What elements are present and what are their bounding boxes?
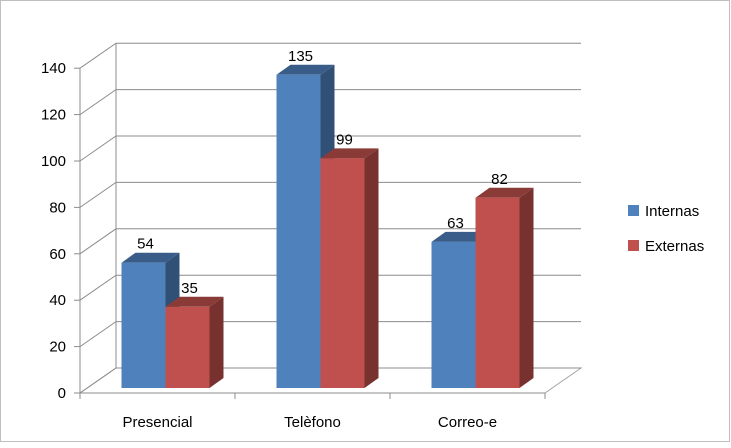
bar-side: [209, 296, 224, 388]
x-category-label: Presencial: [122, 414, 192, 431]
legend-label: Internas: [645, 203, 699, 220]
data-label: 99: [336, 131, 353, 148]
y-tick-label: 120: [41, 107, 66, 124]
bar: [475, 197, 520, 388]
bar: [121, 262, 166, 388]
y-tick-label: 60: [49, 246, 66, 263]
bar-top: [165, 296, 224, 307]
x-category-label: Correo-e: [438, 414, 497, 431]
y-tick-label: 80: [49, 199, 66, 216]
data-label: 35: [181, 280, 198, 297]
y-tick-label: 0: [58, 385, 66, 402]
bar: [165, 306, 210, 388]
bar-top: [431, 231, 490, 242]
data-label: 82: [491, 171, 508, 188]
bar-top: [276, 64, 335, 75]
bar: [276, 74, 321, 389]
y-tick-label: 40: [49, 292, 66, 309]
data-label: 135: [288, 48, 313, 65]
legend-swatch: [628, 240, 639, 251]
bar-side: [364, 148, 379, 388]
bar: [431, 241, 476, 388]
y-tick-label: 100: [41, 153, 66, 170]
y-tick-label: 20: [49, 339, 66, 356]
data-label: 54: [137, 236, 154, 253]
axes: 0 20 40 60 80 100 120 140 Presencial Telèfono Corr…: [41, 60, 546, 431]
data-labels: 54 35 135 99 63 82: [137, 48, 508, 297]
bars: [121, 64, 534, 389]
bar: [320, 158, 365, 388]
legend-label: Externas: [645, 238, 704, 255]
legend: Internas Externas: [628, 203, 704, 255]
bar-side: [519, 187, 534, 388]
bar-top: [121, 252, 180, 263]
data-label: 63: [447, 215, 464, 232]
bar-top: [475, 187, 534, 198]
gridlines: [79, 42, 581, 394]
legend-swatch: [628, 205, 639, 216]
bar-top: [320, 148, 379, 159]
x-category-label: Telèfono: [284, 414, 341, 431]
y-tick-label: 140: [41, 60, 66, 77]
